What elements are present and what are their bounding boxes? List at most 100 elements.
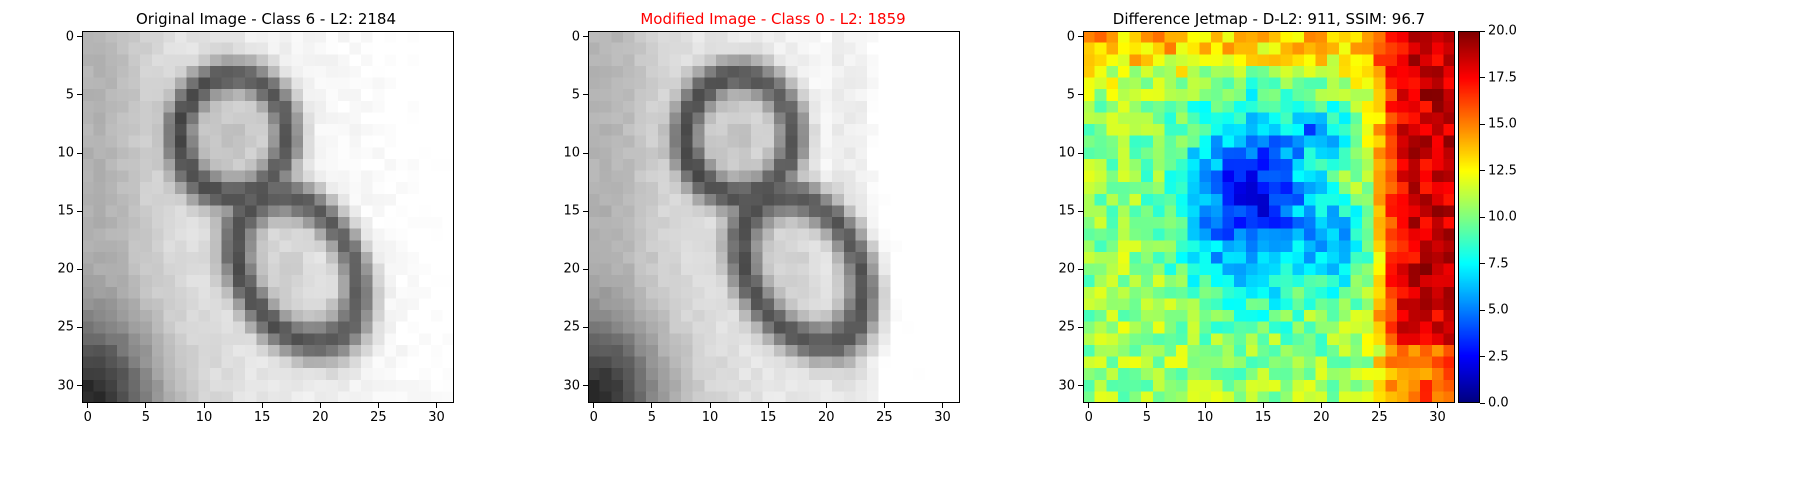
y-tick-label: 10 — [563, 145, 580, 161]
colorbar-tick — [1480, 123, 1485, 125]
y-tick-label: 20 — [1058, 261, 1075, 277]
x-tick-label: 25 — [1371, 410, 1388, 425]
x-tick — [1146, 403, 1148, 408]
colorbar-tick-label: 17.5 — [1488, 70, 1517, 85]
y-tick — [77, 385, 82, 387]
x-tick-label: 5 — [1142, 410, 1152, 425]
colorbar-tick — [1480, 263, 1485, 264]
y-tick-label: 0 — [571, 29, 580, 45]
colorbar-tick — [1480, 356, 1485, 357]
colorbar-tick — [1480, 77, 1485, 78]
x-tick-label: 0 — [83, 410, 92, 425]
colorbar-tick — [1480, 309, 1485, 311]
colorbar-tick-label: 0.0 — [1488, 395, 1509, 411]
y-tick-label: 15 — [1058, 203, 1075, 219]
y-tick-label: 10 — [57, 145, 74, 161]
colorbar-tick-label: 7.5 — [1488, 256, 1509, 271]
y-tick-label: 15 — [563, 203, 580, 219]
x-tick — [1088, 403, 1090, 408]
y-tick-label: 20 — [57, 261, 74, 277]
x-tick-label: 5 — [647, 410, 657, 425]
modified-image-heatmap — [588, 31, 960, 403]
x-tick-label: 10 — [195, 410, 213, 425]
x-tick-label: 0 — [589, 410, 598, 425]
x-tick-label: 20 — [312, 410, 329, 425]
colorbar-tick — [1480, 30, 1485, 32]
x-tick — [1262, 403, 1264, 408]
y-tick — [77, 326, 82, 328]
colorbar — [1458, 31, 1480, 403]
x-tick-label: 20 — [818, 410, 835, 425]
x-tick — [145, 403, 147, 408]
y-tick — [77, 36, 82, 38]
colorbar-gradient — [1458, 31, 1480, 403]
x-tick-label: 0 — [1084, 410, 1093, 425]
y-tick — [77, 94, 82, 96]
original-image-heatmap — [82, 31, 454, 403]
x-tick — [651, 403, 653, 408]
colorbar-tick-label: 15.0 — [1488, 116, 1517, 132]
y-tick — [77, 152, 82, 154]
x-tick-label: 30 — [1429, 410, 1446, 425]
y-tick — [583, 152, 588, 154]
colorbar-tick-label: 20.0 — [1488, 23, 1517, 39]
x-tick-label: 30 — [428, 410, 445, 425]
x-tick — [377, 403, 379, 408]
x-tick-label: 20 — [1313, 410, 1330, 425]
y-tick — [1078, 326, 1083, 328]
y-tick — [1078, 36, 1083, 38]
difference-jetmap-heatmap — [1083, 31, 1455, 403]
colorbar-tick-label: 2.5 — [1488, 349, 1509, 364]
y-tick-label: 0 — [65, 29, 74, 45]
y-tick — [583, 385, 588, 387]
x-tick — [767, 403, 769, 408]
x-tick — [319, 403, 321, 408]
colorbar-tick — [1480, 216, 1485, 218]
x-tick-label: 5 — [141, 410, 151, 425]
colorbar-tick-label: 5.0 — [1488, 302, 1509, 318]
y-tick-label: 5 — [65, 87, 74, 103]
colorbar-tick — [1480, 402, 1485, 404]
y-tick — [583, 94, 588, 96]
x-tick — [436, 403, 438, 408]
y-tick-label: 5 — [571, 87, 580, 103]
y-tick — [1078, 385, 1083, 387]
x-tick — [825, 403, 827, 408]
y-tick — [1078, 94, 1083, 96]
x-tick — [1320, 403, 1322, 408]
x-tick — [883, 403, 885, 408]
colorbar-tick — [1480, 170, 1485, 171]
x-tick-label: 10 — [701, 410, 719, 425]
x-tick — [1378, 403, 1380, 408]
x-tick — [1204, 403, 1206, 408]
x-tick — [593, 403, 595, 408]
y-tick — [77, 210, 82, 212]
y-tick-label: 25 — [1058, 319, 1075, 335]
y-tick-label: 20 — [563, 261, 580, 277]
x-tick-label: 15 — [253, 410, 271, 425]
panel-title-difference: Difference Jetmap - D-L2: 911, SSIM: 96.… — [1112, 10, 1426, 28]
y-tick — [1078, 268, 1083, 270]
x-tick-label: 15 — [1254, 410, 1272, 425]
x-tick — [1437, 403, 1439, 408]
y-tick-label: 10 — [1058, 145, 1075, 161]
y-tick-label: 30 — [1058, 378, 1075, 394]
y-tick — [583, 268, 588, 270]
y-tick-label: 25 — [563, 319, 580, 335]
y-tick — [1078, 210, 1083, 212]
x-tick — [709, 403, 711, 408]
x-tick-label: 30 — [934, 410, 951, 425]
original-image-plot — [82, 31, 454, 403]
colorbar-tick-label: 12.5 — [1488, 163, 1517, 178]
y-tick-label: 30 — [563, 378, 580, 394]
x-tick — [203, 403, 205, 408]
y-tick — [583, 36, 588, 38]
y-tick — [77, 268, 82, 270]
x-tick-label: 15 — [759, 410, 777, 425]
x-tick — [87, 403, 89, 408]
x-tick-label: 10 — [1196, 410, 1214, 425]
y-tick — [1078, 152, 1083, 154]
x-tick — [261, 403, 263, 408]
panel-title-modified: Modified Image - Class 0 - L2: 1859 — [640, 10, 906, 28]
y-tick-label: 5 — [1066, 87, 1075, 103]
